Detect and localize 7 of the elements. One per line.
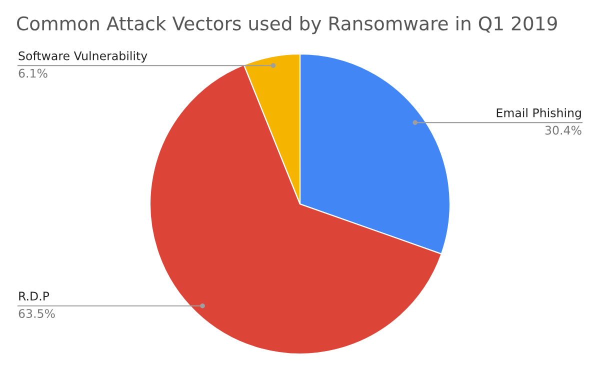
slice-label: Email Phishing [496, 108, 581, 120]
slice-label: Software Vulnerability [18, 51, 148, 63]
chart-title: Common Attack Vectors used by Ransomware in Q1 2019 [17, 16, 557, 34]
data-label: 63.5% [18, 309, 55, 318]
slice-label: R.D.P [19, 292, 50, 300]
data-label: 6.1% [18, 68, 48, 78]
data-label: 30.4% [545, 126, 582, 135]
